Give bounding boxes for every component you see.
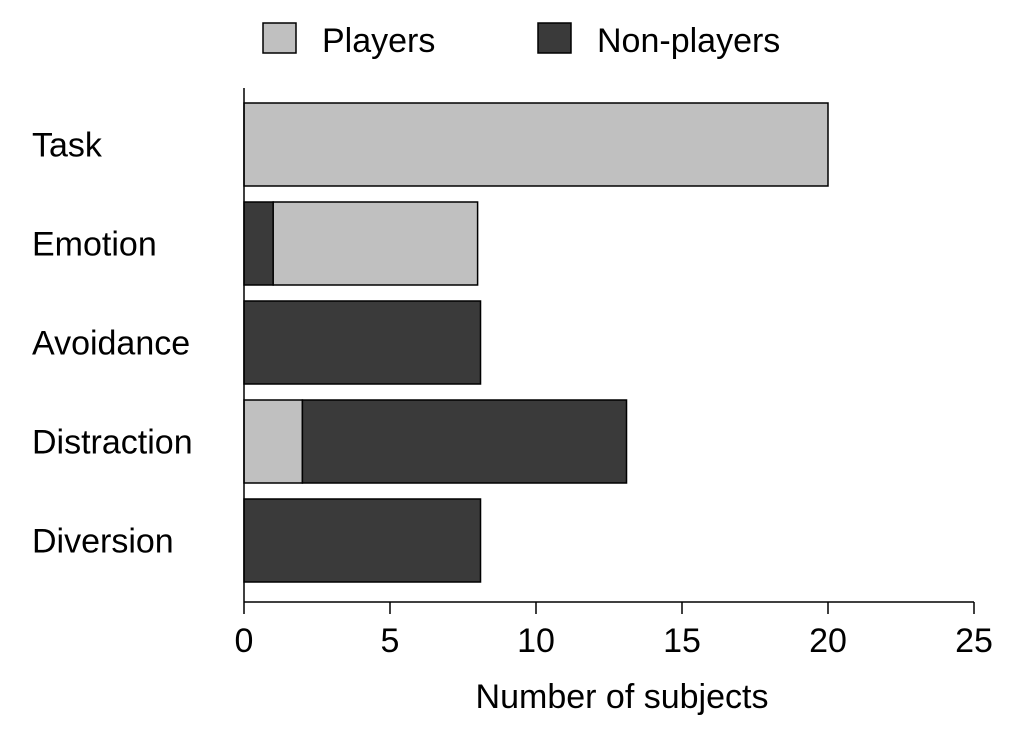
bar-diversion-non-players: [243, 498, 482, 583]
legend-swatch-non-players: [537, 22, 572, 54]
bar-distraction-players: [243, 399, 304, 484]
x-ticks: 0 5 10 15 20 25: [235, 602, 993, 660]
x-tick-label-5: 5: [381, 622, 400, 660]
category-label-distraction: Distraction: [32, 424, 193, 462]
legend-label-non-players: Non-players: [597, 22, 780, 60]
legend-swatch-players: [262, 22, 297, 54]
x-axis-label: Number of subjects: [476, 678, 769, 716]
x-tick-label-0: 0: [235, 622, 254, 660]
x-tick-label-25: 25: [955, 622, 993, 660]
category-label-task: Task: [32, 127, 103, 165]
bar-distraction-non-players: [301, 399, 628, 484]
bar-task-players: [243, 102, 829, 187]
x-tick-label-15: 15: [663, 622, 701, 660]
category-label-emotion: Emotion: [32, 226, 157, 264]
x-tick-label-20: 20: [809, 622, 847, 660]
bar-avoidance-non-players: [243, 300, 482, 385]
category-label-avoidance: Avoidance: [32, 325, 190, 363]
bar-emotion-players: [272, 201, 479, 286]
bars: [243, 102, 829, 583]
legend: Players Non-players: [262, 22, 780, 60]
category-label-diversion: Diversion: [32, 523, 174, 561]
legend-label-players: Players: [322, 22, 435, 60]
x-tick-label-10: 10: [517, 622, 555, 660]
category-labels: Task Emotion Avoidance Distraction Diversion: [32, 127, 193, 561]
bar-emotion-non-players: [243, 201, 274, 286]
